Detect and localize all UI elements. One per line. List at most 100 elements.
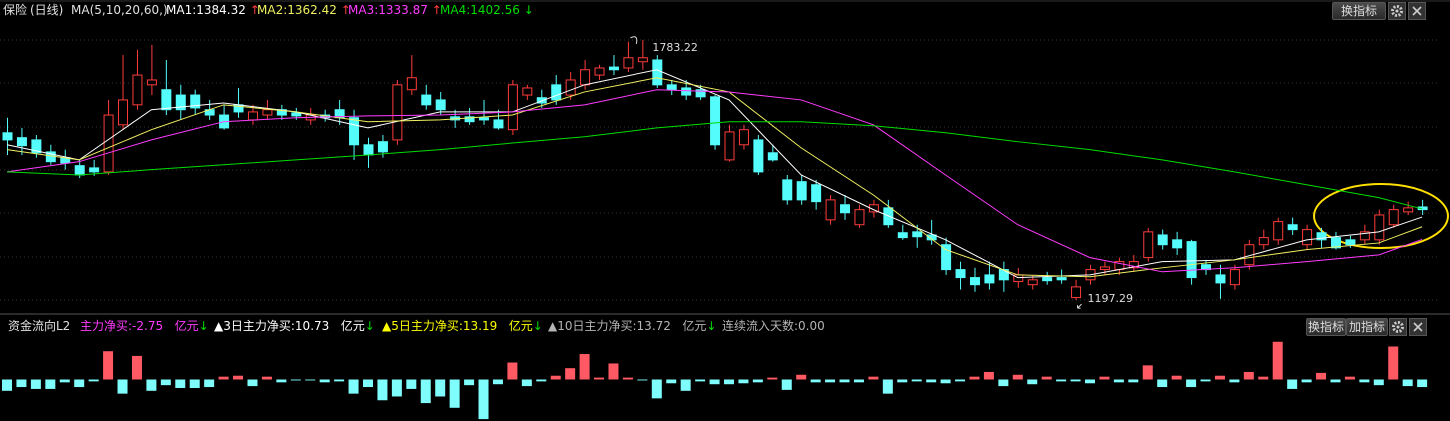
- flow-bar: [637, 379, 648, 381]
- indicator-item: ▲3日主力净买:10.73 亿元↓: [214, 319, 375, 333]
- flow-bar: [233, 375, 244, 380]
- item-unit: 亿元: [174, 319, 199, 333]
- flow-bar: [1388, 346, 1399, 380]
- candle-body: [89, 167, 100, 173]
- candle-body: [1316, 232, 1327, 241]
- flow-bar: [59, 379, 70, 383]
- flow-bar: [1214, 375, 1225, 380]
- flow-bar: [435, 379, 446, 397]
- close-button[interactable]: [1408, 2, 1426, 20]
- switch-indicator-button[interactable]: 换指标: [1306, 318, 1346, 336]
- flow-bar: [160, 379, 171, 386]
- candle-body: [782, 179, 793, 201]
- item-value: 13.19: [462, 319, 498, 333]
- flow-bar: [882, 379, 893, 394]
- flow-bar: [752, 379, 763, 383]
- period: (日线): [30, 3, 64, 17]
- flow-bar: [1402, 379, 1413, 387]
- item-unit: 亿元: [508, 319, 533, 333]
- flow-bar: [1056, 379, 1067, 382]
- candle-body: [1345, 239, 1356, 246]
- candle-body: [363, 144, 374, 156]
- switch-indicator-button[interactable]: 换指标: [1332, 2, 1386, 20]
- flow-bar: [204, 379, 215, 388]
- add-indicator-button[interactable]: 加指标: [1346, 318, 1388, 336]
- candle-body: [103, 114, 114, 173]
- candle-body: [868, 204, 879, 213]
- flow-bar: [926, 379, 937, 383]
- candle-body: [16, 137, 27, 147]
- settings-button[interactable]: [1389, 318, 1407, 336]
- candle-body: [767, 152, 778, 161]
- flow-bar: [1041, 376, 1052, 380]
- candle-body: [1229, 269, 1240, 286]
- flow-bar: [1344, 376, 1355, 380]
- flow-bar: [305, 379, 316, 381]
- candle-body: [666, 84, 677, 91]
- flow-bar: [1099, 376, 1110, 380]
- candle-body: [580, 69, 591, 86]
- flow-bar: [1070, 379, 1081, 382]
- flow-bar: [1258, 376, 1269, 380]
- settings-button[interactable]: [1388, 2, 1406, 20]
- candle-body: [1157, 234, 1168, 246]
- candle-body: [493, 119, 504, 129]
- candle-body: [132, 74, 143, 106]
- candle-body: [984, 274, 995, 284]
- ma-line: [6, 69, 1423, 279]
- candle-body: [710, 96, 721, 146]
- candle-body: [753, 139, 764, 173]
- ma-legend: MA3:1333.87 ↑: [348, 3, 442, 17]
- legend-value: 1384.32: [196, 3, 246, 17]
- flow-bar: [420, 379, 431, 404]
- candle-body: [349, 117, 360, 146]
- flow-bar: [334, 379, 345, 382]
- flow-bar: [45, 379, 56, 389]
- flow-bar: [247, 379, 258, 387]
- legend-arrow: ↑: [249, 3, 260, 17]
- ma-label: MA(5,10,20,60,): [71, 3, 168, 17]
- candle-body: [507, 84, 518, 131]
- flow-bar: [74, 379, 85, 388]
- indicator-item: 主力净买:-2.75 亿元↓: [80, 319, 209, 333]
- flow-bar: [1157, 379, 1168, 388]
- flow-bar: [911, 379, 922, 382]
- flow-bar: [651, 379, 662, 399]
- flow-bar: [363, 379, 373, 388]
- flow-bar: [103, 351, 114, 380]
- flow-bar: [839, 379, 850, 383]
- candle-body: [724, 131, 735, 161]
- candle-body: [637, 57, 648, 63]
- flow-bar: [117, 379, 128, 394]
- flow-bar: [1272, 341, 1283, 380]
- flow-bar: [449, 379, 460, 408]
- item-arrow: ↓: [706, 319, 717, 333]
- flow-bar: [1359, 379, 1370, 383]
- flow-bar: [622, 377, 633, 380]
- flow-bar: [1186, 379, 1197, 388]
- flow-bar: [1027, 379, 1038, 385]
- flow-bar: [1330, 379, 1341, 383]
- item-label: 连续流入天数:: [722, 319, 799, 333]
- candle-body: [464, 116, 475, 123]
- ma-legend: MA4:1402.56 ↓: [440, 3, 534, 17]
- highlight-ellipse: [1313, 183, 1449, 249]
- flow-bar: [521, 379, 532, 387]
- flow-bar: [1287, 379, 1298, 389]
- candle-body: [2, 132, 13, 141]
- close-button[interactable]: [1409, 318, 1427, 336]
- candle-body: [146, 79, 157, 86]
- legend-name: MA3:: [348, 3, 379, 17]
- candle-body: [276, 109, 287, 116]
- flow-bar: [738, 379, 749, 384]
- candle-body: [551, 84, 562, 101]
- annotation-pointer: [1077, 303, 1082, 309]
- indicator-item: 连续流入天数:0.00: [722, 319, 825, 333]
- ma-line: [6, 89, 1423, 273]
- flow-bar: [1417, 379, 1428, 388]
- flow-bar: [261, 376, 272, 380]
- flow-bar: [565, 368, 576, 380]
- candle-body: [175, 94, 186, 111]
- item-arrow: ↓: [198, 319, 209, 333]
- candle-body: [926, 234, 937, 241]
